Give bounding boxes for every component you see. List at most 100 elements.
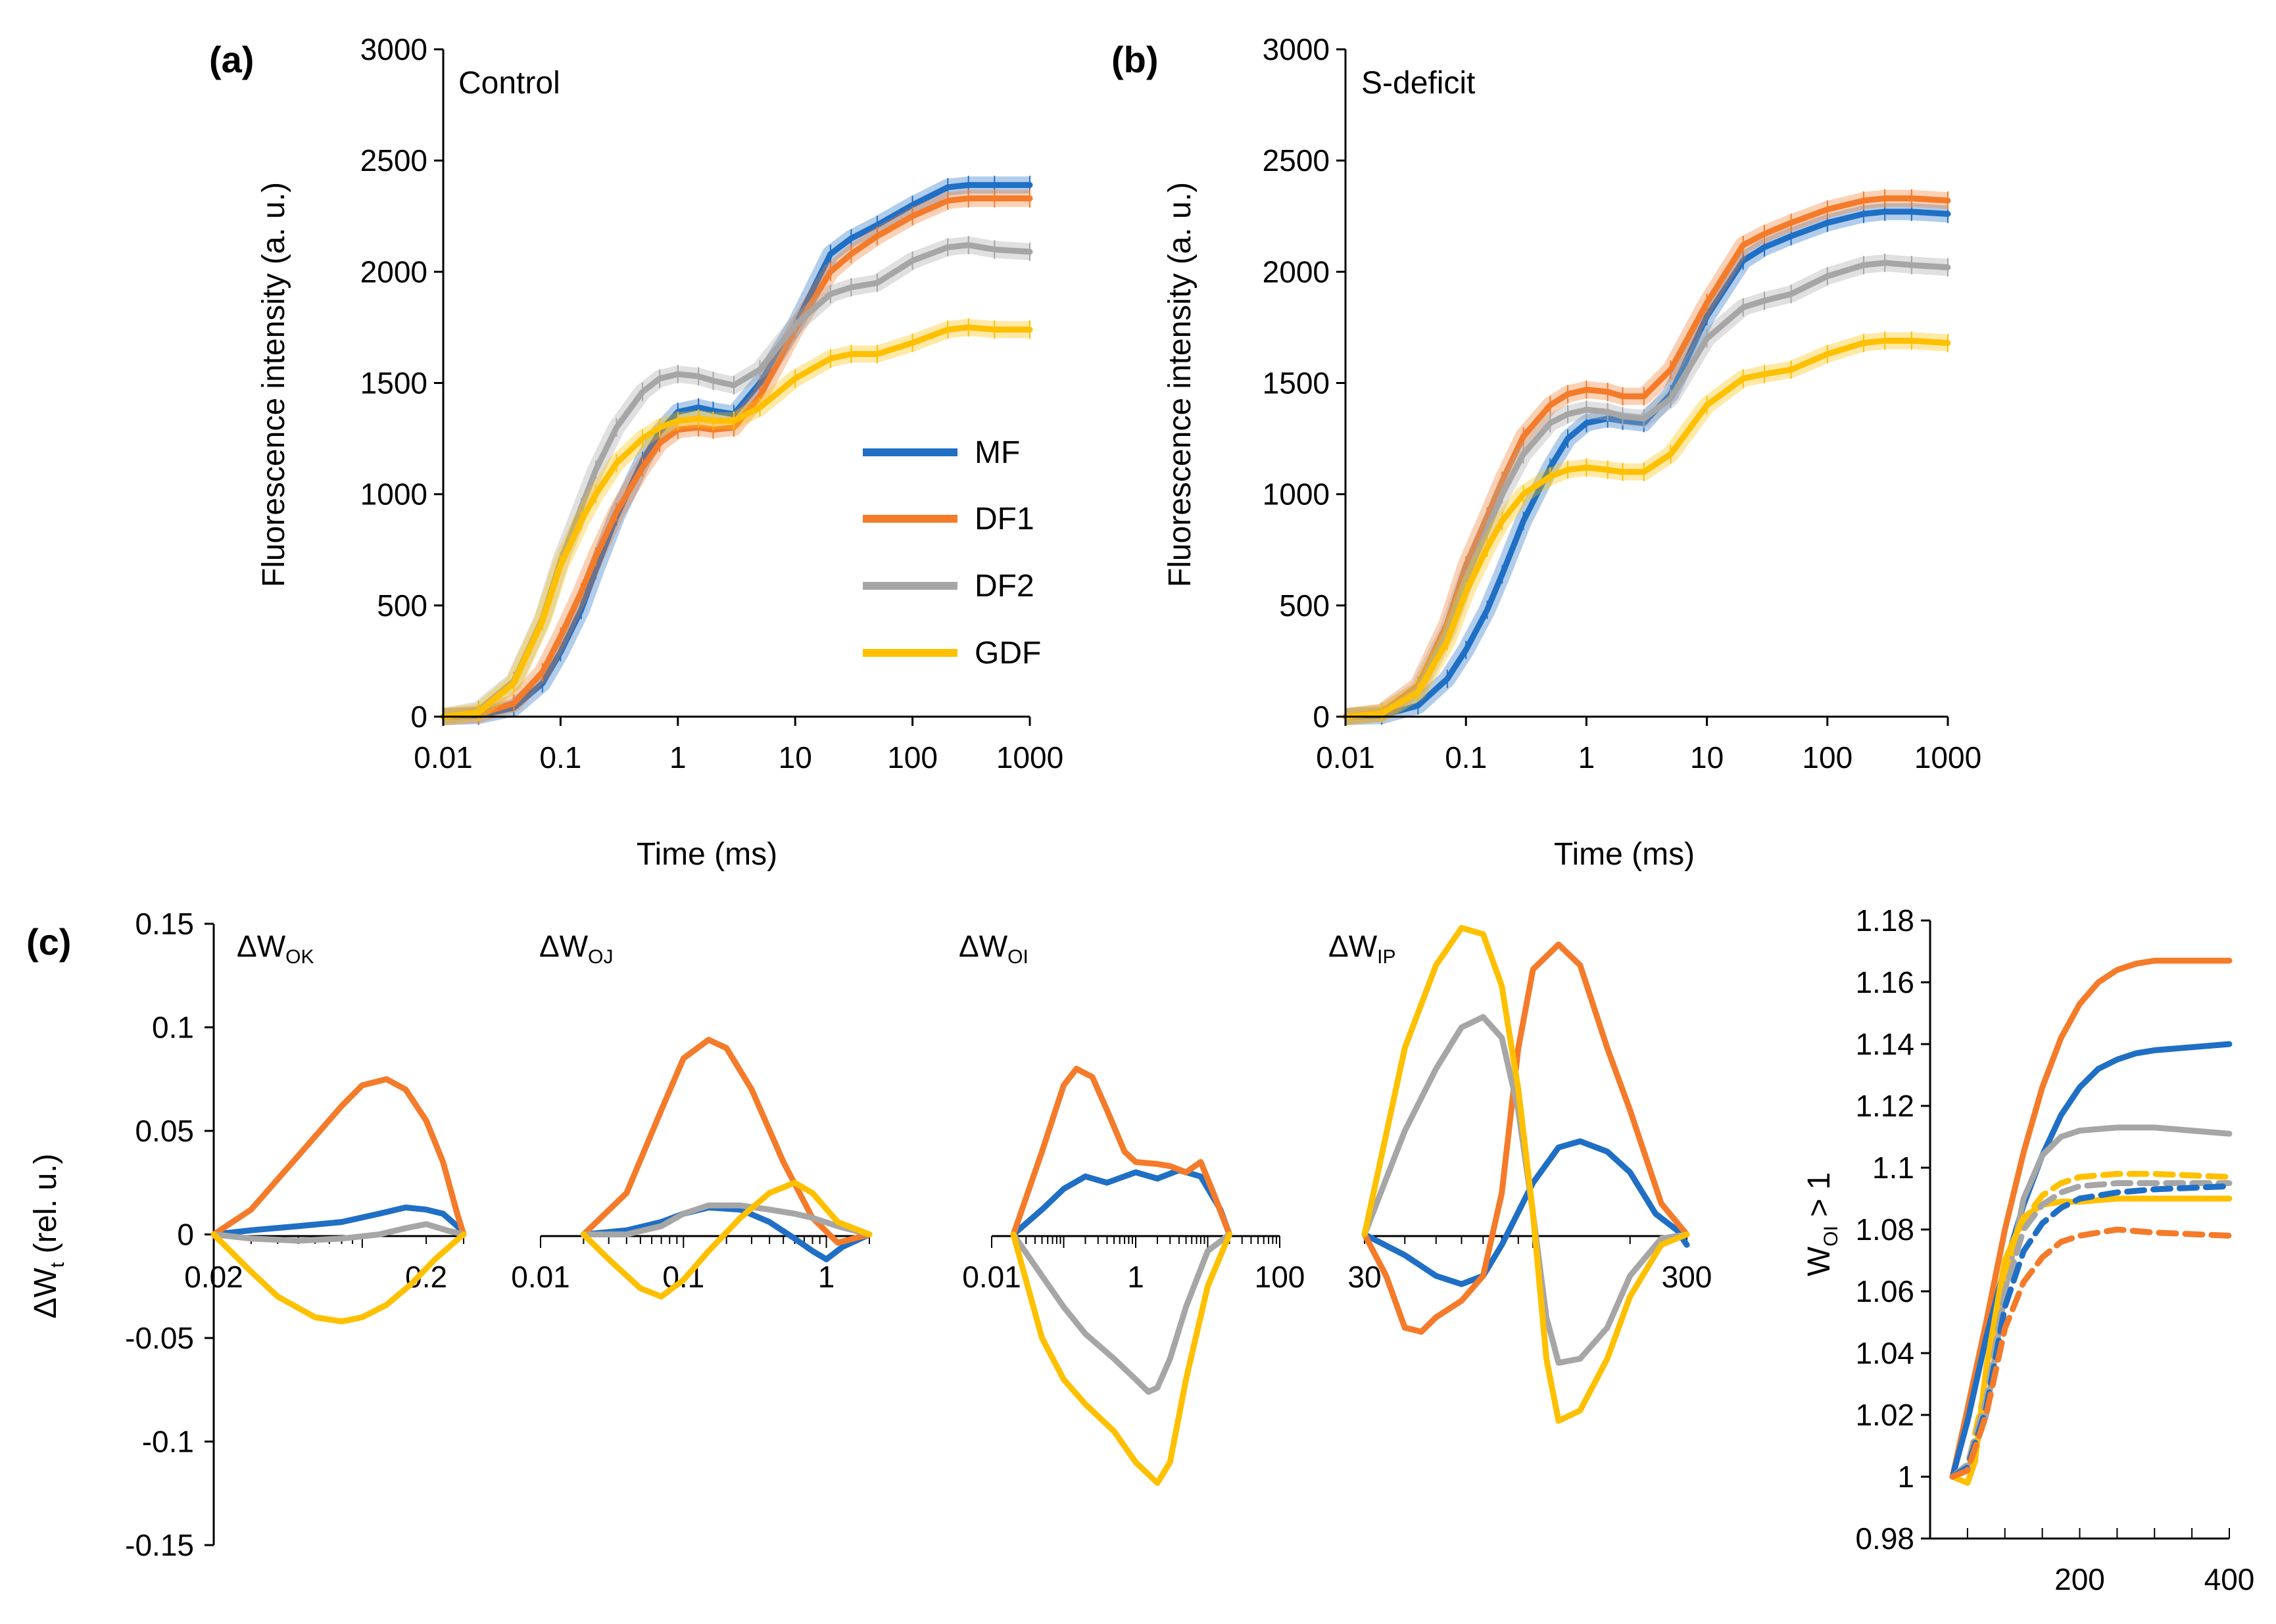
x-tick-label: 0.01 [511, 1260, 570, 1294]
chart-c-oj-label: ΔWOJ [539, 929, 614, 968]
chart-woi-axes [1921, 919, 2230, 1540]
x-tick-label: 1 [669, 740, 687, 775]
series-line-mf [1949, 1041, 2233, 1480]
x-tick-label: 1 [1127, 1260, 1144, 1294]
y-tick-label: 1.18 [1855, 903, 1914, 938]
y-tick-label: 0.1 [152, 1011, 194, 1045]
panel-label-c: (c) [26, 921, 71, 963]
y-tick-label: 500 [377, 588, 427, 623]
chart-woi-series [1949, 957, 2233, 1486]
y-tick-label: 2500 [1263, 143, 1330, 178]
y-tick-label: -0.05 [125, 1321, 194, 1355]
series-line-df1-dashed [1949, 1226, 2233, 1480]
chart-a-axes [434, 48, 1031, 726]
series-line-df1 [1361, 942, 1690, 1335]
x-tick-label: 1 [1578, 740, 1595, 775]
y-tick-label: 2000 [360, 254, 427, 289]
y-tick-label: 1.02 [1855, 1398, 1914, 1432]
y-tick-label: 500 [1279, 588, 1330, 623]
x-tick-label: 100 [1802, 740, 1852, 775]
series-line-df1 [210, 1076, 467, 1237]
x-tick-label: 0.01 [414, 740, 473, 775]
y-tick-label: 1.06 [1855, 1274, 1914, 1308]
y-tick-label: 2500 [360, 143, 427, 178]
x-tick-label: 1 [818, 1260, 835, 1294]
x-tick-label: 300 [1662, 1260, 1712, 1294]
chart-c-oi-label: ΔWOI [959, 929, 1029, 968]
x-tick-label: 100 [1255, 1260, 1305, 1294]
chart-a-ticks: 0 500 1000 1500 2000 2500 3000 0.01 0.1 1 10 100 100… [360, 32, 1064, 775]
series-line-df1 [580, 1036, 873, 1246]
series-line-gdf [1342, 337, 1951, 720]
x-tick-label: 0.01 [1316, 740, 1375, 775]
chart-c-oi-series [1010, 1066, 1232, 1486]
chart-b-series [1342, 189, 1951, 725]
series-line-df1 [440, 195, 1033, 720]
y-tick-label: 1.16 [1855, 965, 1914, 999]
chart-woi-ylabel: WOI > 1 [1802, 1172, 1842, 1276]
chart-a-xlabel: Time (ms) [637, 837, 777, 872]
legend-label-df1: DF1 [975, 502, 1034, 537]
y-tick-label: 1000 [1263, 477, 1330, 512]
y-tick-label: 0 [177, 1218, 194, 1252]
chart-c-ok-series [210, 1076, 467, 1325]
y-tick-label: 3000 [360, 32, 427, 66]
chart-a-legend: MF DF1 DF2 GDF [863, 435, 1041, 671]
series-line-df2 [210, 1221, 467, 1244]
chart-c-ip-label: ΔWIP [1328, 929, 1396, 968]
y-tick-label: -0.15 [125, 1528, 194, 1562]
series-line-df2 [1342, 260, 1951, 720]
chart-c-ylabel: ΔWt (rel. u.) [28, 1153, 68, 1318]
y-tick-label: 1.14 [1855, 1027, 1914, 1061]
x-tick-label: 100 [887, 740, 938, 775]
series-line-df2 [580, 1202, 873, 1237]
x-tick-label: 0.01 [962, 1260, 1021, 1294]
series-line-df1 [1342, 195, 1951, 720]
series-line-mf [1010, 1167, 1232, 1237]
chart-a-title: Control [458, 66, 560, 101]
series-line-df1 [1010, 1066, 1232, 1237]
series-line-gdf [1361, 924, 1690, 1424]
chart-c-oj-series [580, 1036, 873, 1300]
chart-b-title: S-deficit [1361, 66, 1475, 101]
series-line-gdf [1949, 1195, 2233, 1486]
chart-b-ticks: 0 500 1000 1500 2000 2500 3000 0.01 0.1 1 10 100 100… [1263, 32, 1982, 775]
legend-label-gdf: GDF [975, 636, 1041, 671]
x-tick-label: 1000 [996, 740, 1063, 775]
chart-b-axes [1336, 48, 1949, 726]
chart-c-oi: ΔWOI [959, 929, 1232, 1486]
chart-b-xlabel: Time (ms) [1554, 837, 1695, 872]
y-tick-label: 1000 [360, 477, 427, 512]
chart-a-ylabel: Fluorescence intensity (a. u.) [256, 182, 291, 587]
x-tick-label: 0.1 [539, 740, 581, 775]
y-tick-label: 1.12 [1855, 1089, 1914, 1123]
panel-label-a: (a) [209, 39, 254, 80]
y-tick-label: 0.05 [135, 1114, 194, 1148]
series-line-df1 [1949, 957, 2233, 1480]
series-line-mf [580, 1205, 873, 1262]
legend-label-df2: DF2 [975, 569, 1034, 604]
x-tick-label: 30 [1347, 1260, 1381, 1294]
x-tick-label: 10 [1690, 740, 1724, 775]
panel-label-b: (b) [1111, 39, 1159, 80]
chart-woi-ticks: 0.98 1 1.02 1.04 1.06 1.08 1.1 1.12 1.14 1.16 1.18… [1855, 903, 2254, 1596]
chart-c-ip-series [1361, 924, 1690, 1424]
series-line-gdf-dashed [1949, 1170, 2233, 1480]
chart-a-series [440, 176, 1033, 725]
y-tick-label: 1500 [360, 366, 427, 400]
series-line-gdf [440, 324, 1033, 720]
series-line-df2 [1010, 1231, 1232, 1395]
y-tick-label: 1.08 [1855, 1212, 1914, 1247]
series-line-gdf [580, 1180, 873, 1300]
legend-label-mf: MF [975, 435, 1020, 470]
chart-c-ok: ΔWOK [210, 929, 467, 1325]
series-line-mf [210, 1205, 467, 1237]
chart-b-ylabel: Fluorescence intensity (a. u.) [1163, 182, 1198, 587]
errbars-gdf [1381, 331, 1949, 723]
y-tick-label: 1.1 [1872, 1151, 1914, 1185]
y-tick-label: 0 [1313, 700, 1330, 734]
series-line-gdf [1010, 1231, 1232, 1486]
